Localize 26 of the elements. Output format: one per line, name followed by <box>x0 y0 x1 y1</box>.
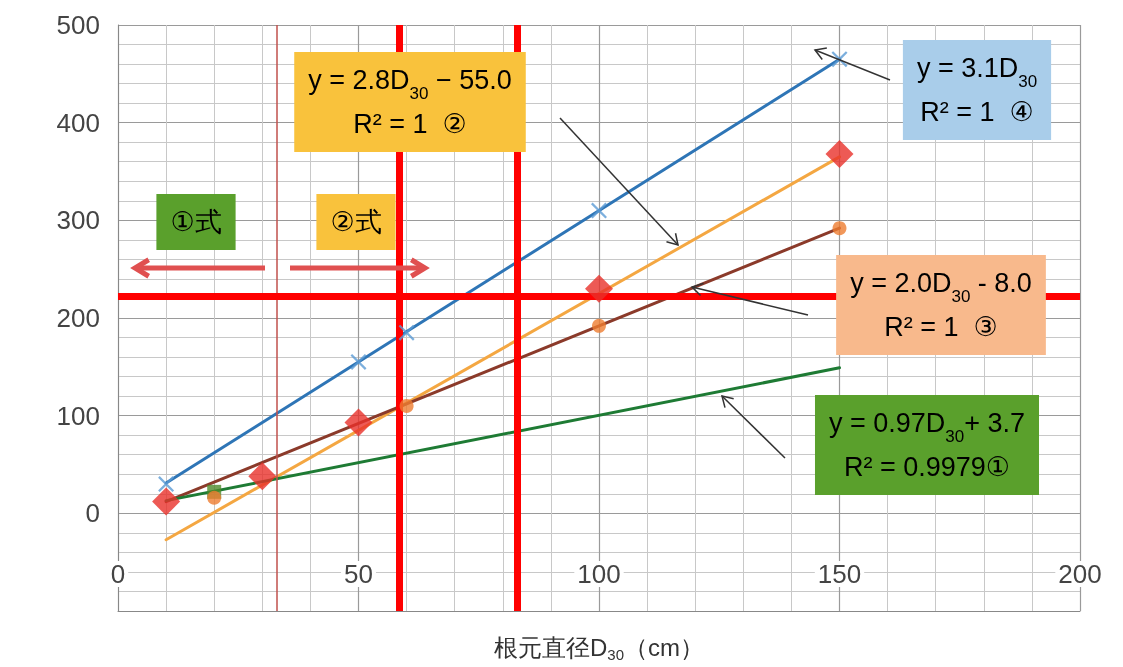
y-tick-label: 200 <box>56 303 100 333</box>
point <box>399 398 414 413</box>
x-tick-label: 200 <box>1058 559 1102 589</box>
point <box>158 476 175 493</box>
y-tick-label: 0 <box>85 498 100 529</box>
point <box>592 318 606 333</box>
y-tick-label: 500 <box>56 10 100 40</box>
y-tick-label: 100 <box>56 400 100 431</box>
annotation: ②式 <box>330 207 382 237</box>
x-tick-label: 50 <box>344 559 373 589</box>
x-tick-label: 100 <box>577 559 621 589</box>
y-tick-label: 400 <box>56 107 100 138</box>
point <box>350 353 367 370</box>
point <box>344 408 373 437</box>
annotation: ①式 <box>170 207 222 237</box>
x-tick-label: 0 <box>110 559 126 589</box>
point <box>832 221 847 236</box>
point <box>207 490 222 505</box>
y-tick-label: 300 <box>56 205 100 236</box>
point <box>248 462 277 491</box>
point <box>398 324 415 341</box>
x-tick-label: 150 <box>817 559 862 589</box>
point <box>585 274 613 303</box>
point <box>825 139 854 168</box>
point <box>591 202 607 219</box>
point <box>152 487 181 516</box>
